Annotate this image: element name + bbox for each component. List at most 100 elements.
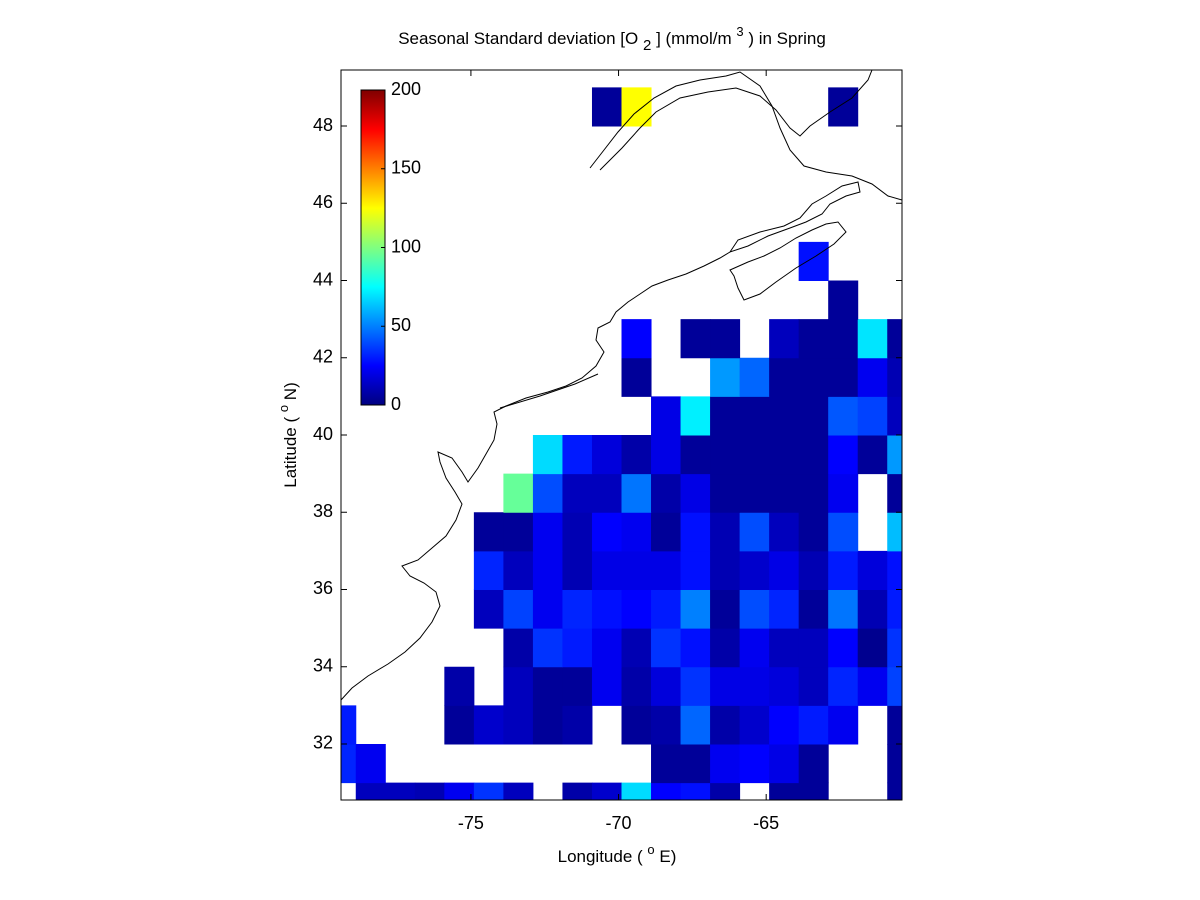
cell: [473, 589, 504, 629]
cell: [769, 512, 800, 552]
title-sub: 2: [643, 37, 651, 54]
cell: [828, 589, 859, 629]
xlabel-sup: o: [647, 842, 654, 857]
coastline: [341, 70, 902, 701]
cell: [621, 666, 652, 706]
title-part: Seasonal Standard deviation [O: [398, 29, 638, 48]
cell: [651, 550, 682, 590]
cell: [887, 319, 902, 359]
cell: [710, 473, 741, 513]
coast: [589, 71, 902, 201]
cell: [591, 782, 622, 800]
cell: [739, 396, 770, 436]
cell: [680, 628, 711, 668]
cell: [473, 705, 504, 745]
cell: [857, 666, 888, 706]
cell: [828, 319, 859, 359]
cell: [828, 628, 859, 668]
y-axis-label: Latitude ( o N): [273, 382, 300, 488]
cell: [680, 319, 711, 359]
cell: [591, 435, 622, 475]
cell: [798, 473, 829, 513]
cell: [591, 589, 622, 629]
coast: [728, 181, 861, 253]
x-axis-label: Longitude ( o E): [558, 839, 677, 866]
cell: [651, 396, 682, 436]
xlabel-part: Longitude (: [558, 847, 648, 866]
cell: [857, 550, 888, 590]
coast: [599, 70, 873, 171]
cell: [503, 512, 534, 552]
cell: [887, 782, 902, 800]
colorbar-tick-label: 50: [391, 315, 411, 335]
cell: [739, 512, 770, 552]
cell: [887, 550, 902, 590]
cell: [651, 782, 682, 800]
cell: [651, 473, 682, 513]
cell: [621, 87, 652, 127]
cell: [532, 512, 563, 552]
cell: [621, 357, 652, 397]
ylabel-sup: o: [276, 405, 291, 412]
cell: [473, 782, 504, 800]
cell: [857, 628, 888, 668]
cell: [591, 512, 622, 552]
cell: [562, 628, 593, 668]
cell: [769, 743, 800, 784]
cell: [651, 743, 682, 784]
cell: [769, 319, 800, 359]
cell: [503, 705, 534, 745]
cell: [769, 628, 800, 668]
y-tick-label: 36: [313, 578, 333, 598]
cell: [739, 589, 770, 629]
cell: [414, 782, 445, 800]
cell: [739, 743, 770, 784]
cell: [591, 666, 622, 706]
cell: [857, 589, 888, 629]
cell: [828, 357, 859, 397]
cell: [857, 319, 888, 359]
cell: [680, 782, 711, 800]
cell: [562, 435, 593, 475]
cell: [798, 357, 829, 397]
cell: [828, 280, 859, 320]
cell: [739, 357, 770, 397]
chart-title: Seasonal Standard deviation [O 2 ] (mmol…: [398, 21, 826, 54]
cell: [591, 628, 622, 668]
coast: [341, 251, 731, 701]
cell: [857, 435, 888, 475]
colorbar-tick-label: 150: [391, 158, 421, 178]
cell: [769, 473, 800, 513]
cell: [621, 550, 652, 590]
cell: [532, 628, 563, 668]
cell: [828, 666, 859, 706]
cell: [769, 396, 800, 436]
cell: [798, 396, 829, 436]
cell: [798, 743, 829, 784]
cell: [710, 705, 741, 745]
cell: [591, 550, 622, 590]
cell: [887, 357, 902, 397]
cell: [562, 550, 593, 590]
colorbar-tick-label: 0: [391, 394, 401, 414]
cell: [739, 666, 770, 706]
cell: [385, 782, 416, 800]
cell: [887, 705, 902, 745]
cell: [739, 435, 770, 475]
xlabel-part: E): [659, 847, 676, 866]
cell: [562, 512, 593, 552]
cell: [680, 550, 711, 590]
cell: [680, 473, 711, 513]
cell: [621, 782, 652, 800]
y-tick-label: 46: [313, 192, 333, 212]
cell: [651, 512, 682, 552]
cell: [887, 666, 902, 706]
cell: [769, 550, 800, 590]
cell: [621, 473, 652, 513]
cell: [769, 357, 800, 397]
cell: [473, 512, 504, 552]
cell: [798, 319, 829, 359]
cell: [828, 435, 859, 475]
y-tick-label: 42: [313, 347, 333, 367]
y-tick-label: 34: [313, 655, 333, 675]
